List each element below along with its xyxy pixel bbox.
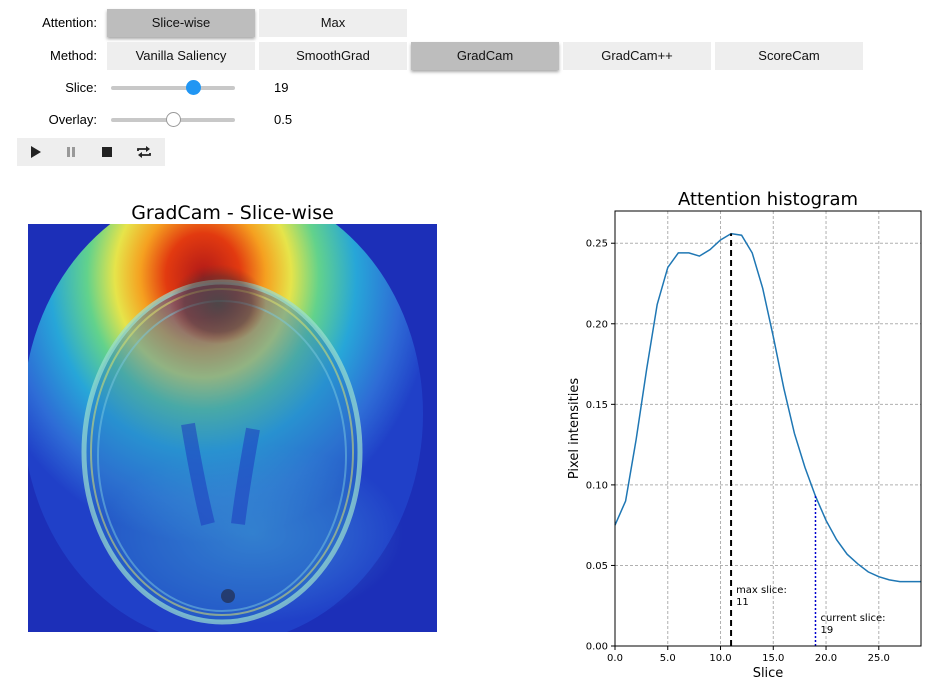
stop-button[interactable] bbox=[89, 138, 125, 166]
y-tick-label: 0.00 bbox=[586, 642, 608, 653]
method-scorecam[interactable]: ScoreCam bbox=[715, 42, 863, 70]
x-axis-label: Slice bbox=[753, 666, 784, 681]
y-tick-label: 0.05 bbox=[586, 561, 608, 572]
chart-grid bbox=[614, 211, 921, 647]
y-axis-label: Pixel intensities bbox=[567, 378, 582, 479]
chart-title: Attention histogram bbox=[678, 189, 858, 210]
x-tick-label: 10.0 bbox=[709, 653, 731, 664]
play-icon bbox=[31, 146, 41, 158]
x-tick-label: 0.0 bbox=[607, 653, 623, 664]
pause-button[interactable] bbox=[53, 138, 89, 166]
attention-histogram-chart: Attention histogram 0.00 0.05 0.10 0.15 0.20… bbox=[567, 189, 922, 681]
method-smoothgrad[interactable]: SmoothGrad bbox=[259, 42, 407, 70]
toggle-slice-wise[interactable]: Slice-wise bbox=[107, 9, 255, 37]
current-slice-annotation: current slice: 19 bbox=[820, 613, 885, 636]
method-vanilla-saliency[interactable]: Vanilla Saliency bbox=[107, 42, 255, 70]
overlay-label: Overlay: bbox=[48, 112, 97, 127]
repeat-button[interactable] bbox=[125, 138, 165, 166]
pause-icon bbox=[67, 147, 75, 157]
x-tick-label: 15.0 bbox=[762, 653, 784, 664]
slice-value: 19 bbox=[274, 80, 289, 95]
x-tick-label: 25.0 bbox=[868, 653, 890, 664]
max-slice-annotation: max slice: 11 bbox=[736, 585, 787, 608]
y-tick-label: 0.25 bbox=[586, 239, 608, 250]
slice-slider-track[interactable] bbox=[111, 86, 235, 90]
attention-label: Attention: bbox=[42, 15, 97, 30]
method-gradcam-plus-plus[interactable]: GradCam++ bbox=[563, 42, 711, 70]
repeat-icon bbox=[137, 146, 151, 158]
toggle-max[interactable]: Max bbox=[259, 9, 407, 37]
image-title: GradCam - Slice-wise bbox=[131, 202, 334, 224]
attention-line bbox=[614, 232, 921, 583]
overlay-slider-handle[interactable] bbox=[166, 112, 181, 127]
x-tick-label: 20.0 bbox=[815, 653, 837, 664]
x-tick-label: 5.0 bbox=[660, 653, 676, 664]
x-axis-ticks: 0.0 5.0 10.0 15.0 20.0 25.0 bbox=[607, 646, 890, 664]
slice-slider-handle[interactable] bbox=[186, 80, 201, 95]
y-tick-label: 0.10 bbox=[586, 480, 608, 491]
method-label: Method: bbox=[50, 48, 97, 63]
y-axis-ticks: 0.00 0.05 0.10 0.15 0.20 0.25 bbox=[586, 239, 615, 653]
play-button[interactable] bbox=[17, 138, 53, 166]
plot-frame bbox=[614, 210, 922, 647]
overlay-value: 0.5 bbox=[274, 112, 293, 127]
gradcam-overlay-image bbox=[28, 224, 437, 632]
slice-label: Slice: bbox=[65, 80, 97, 95]
y-tick-label: 0.15 bbox=[586, 400, 608, 411]
y-tick-label: 0.20 bbox=[586, 319, 608, 330]
method-gradcam[interactable]: GradCam bbox=[411, 42, 559, 70]
stop-icon bbox=[102, 147, 112, 157]
